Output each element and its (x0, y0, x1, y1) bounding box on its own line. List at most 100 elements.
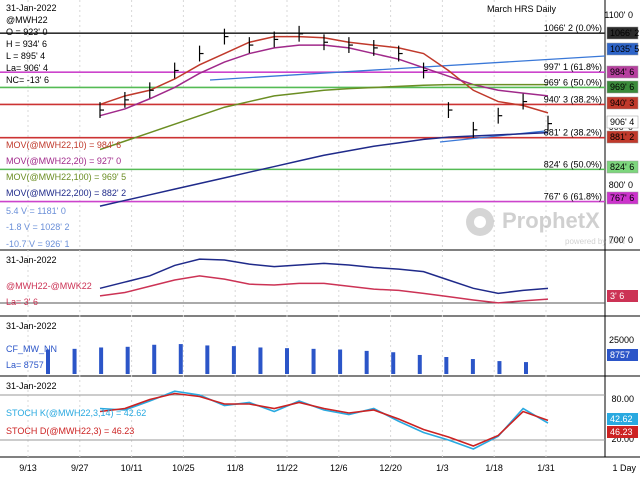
stoch-k-badge: 42.62 (610, 414, 633, 424)
volume-bar-13 (391, 352, 396, 374)
level-label-3: 940' 3 (38.2%) (544, 94, 602, 104)
volume-bar-18 (524, 362, 528, 374)
stoch-d-label: STOCH D(@MWH22,3) = 46.23 (6, 426, 134, 436)
price-ytick-800: 800' 0 (609, 180, 633, 190)
axis-badge-3: 969' 6 (610, 82, 634, 92)
volume-bar-4 (152, 344, 157, 374)
spread-badge: 3' 6 (610, 291, 624, 301)
spread-last: La= 3' 6 (6, 297, 38, 307)
spread-badge-bg (607, 290, 638, 302)
spread-label: @MWH22-@MWK22 (6, 281, 92, 291)
volume-bar-5 (178, 344, 183, 374)
extra-label-1: 5.4 V = 1181' 0 (6, 206, 66, 216)
volume-bar-2 (99, 347, 104, 374)
ma20-label: MOV(@MWH22,20) = 927' 0 (6, 156, 121, 166)
axis-badge-4: 940' 3 (610, 98, 634, 108)
x-label-4: 11/8 (227, 463, 244, 473)
volume-bar-11 (338, 349, 343, 374)
axis-badge-bg-8 (606, 191, 639, 205)
axis-badge-bg-5 (606, 115, 639, 129)
x-label-5: 11/22 (276, 463, 298, 473)
x-label-0: 9/13 (19, 463, 37, 473)
ma100-label: MOV(@MWH22,100) = 969' 5 (6, 172, 126, 182)
x-label-1: 9/27 (71, 463, 89, 473)
price-ytick-700: 700' 0 (609, 235, 633, 245)
volume-ytick: 25000 (609, 335, 634, 345)
axis-badge-6: 881' 2 (610, 132, 634, 142)
spread-line-1 (99, 275, 549, 304)
volume-bar-0 (46, 349, 50, 374)
change-label: NC= -13' 6 (6, 75, 49, 85)
axis-badge-bg-3 (606, 80, 639, 94)
x-label-6: 12/6 (330, 463, 348, 473)
stoch-k-badge-bg (607, 413, 638, 425)
level-label-1: 997' 1 (61.8%) (544, 62, 602, 72)
extra-label-2: -1.8 V = 1028' 2 (6, 222, 70, 232)
level-label-6: 767' 6 (61.8%) (544, 192, 602, 202)
x-label-7: 12/20 (379, 463, 402, 473)
stoch-d-badge: 46.23 (610, 427, 633, 437)
prophetx-watermark: ProphetX powered by DTN (466, 208, 625, 246)
stoch-ytick-20: 20.00 (611, 434, 634, 444)
high-label: H = 934' 6 (6, 39, 47, 49)
watermark-sub: powered by DTN (565, 237, 625, 246)
price-symbol: @MWH22 (6, 15, 48, 25)
x-label-10: 1/31 (537, 463, 555, 473)
volume-bar-3 (125, 346, 130, 374)
volume-bar-17 (497, 361, 502, 374)
level-label-2: 969' 6 (50.0%) (544, 77, 602, 87)
volume-bar-12 (364, 350, 369, 374)
spread-date: 31-Jan-2022 (6, 255, 57, 265)
axis-badge-bg-6 (606, 130, 639, 144)
volume-bar-1 (72, 348, 77, 374)
level-label-4: 881' 2 (38.2%) (544, 128, 602, 138)
stoch-d-badge-bg (607, 426, 638, 438)
ma-line-2 (99, 83, 548, 151)
price-date: 31-Jan-2022 (6, 3, 57, 13)
stoch-k-label: STOCH K(@MWH22,3,14) = 42.62 (6, 408, 146, 418)
level-label-0: 1066' 2 (0.0%) (544, 23, 602, 33)
volume-label: CF_MW_NN (6, 344, 57, 354)
stoch-date: 31-Jan-2022 (6, 381, 57, 391)
x-label-9: 1/18 (485, 463, 503, 473)
volume-bar-6 (205, 345, 210, 374)
ma10-label: MOV(@MWH22,10) = 984' 6 (6, 140, 121, 150)
x-label-2: 10/11 (121, 463, 143, 473)
axis-badge-bg-0 (606, 26, 639, 40)
volume-date: 31-Jan-2022 (6, 321, 57, 331)
axis-badge-8: 767' 6 (610, 193, 634, 203)
axis-badge-bg-4 (606, 96, 639, 110)
axis-badge-5: 906' 4 (610, 117, 634, 127)
volume-badge-bg (607, 349, 638, 361)
volume-bar-8 (258, 347, 263, 374)
last-label: La= 906' 4 (6, 63, 48, 73)
volume-badge: 8757 (610, 350, 630, 360)
chart-title: March HRS Daily (487, 4, 557, 14)
spread-line-0 (99, 258, 549, 295)
price-ytick-1100: 1100' 0 (604, 10, 633, 20)
open-label: O = 923' 0 (6, 27, 48, 37)
x-label-3: 10/25 (172, 463, 195, 473)
volume-last: La= 8757 (6, 360, 44, 370)
volume-bar-15 (444, 357, 449, 374)
axis-badge-1: 1035' 5 (610, 44, 639, 54)
ma200-label: MOV(@MWH22,200) = 882' 2 (6, 188, 126, 198)
axis-badge-7: 824' 6 (610, 162, 634, 172)
resistance-trendline (209, 55, 606, 81)
stoch-line-0 (99, 390, 549, 450)
x-label-8: 1/3 (436, 463, 449, 473)
volume-bar-16 (470, 359, 475, 374)
volume-bar-14 (417, 354, 422, 374)
extra-label-3: -10.7 V = 926' 1 (6, 239, 70, 249)
watermark-brand: ProphetX (502, 208, 600, 233)
volume-bar-10 (311, 348, 316, 374)
volume-bar-9 (285, 348, 289, 374)
axis-badge-bg-7 (606, 160, 639, 174)
x-interval: 1 Day (612, 463, 636, 473)
stoch-line-1 (99, 392, 549, 447)
axis-badge-bg-1 (606, 42, 639, 56)
axis-badge-2: 984' 6 (610, 67, 634, 77)
level-label-5: 824' 6 (50.0%) (544, 159, 602, 169)
axis-badge-bg-2 (606, 65, 639, 79)
